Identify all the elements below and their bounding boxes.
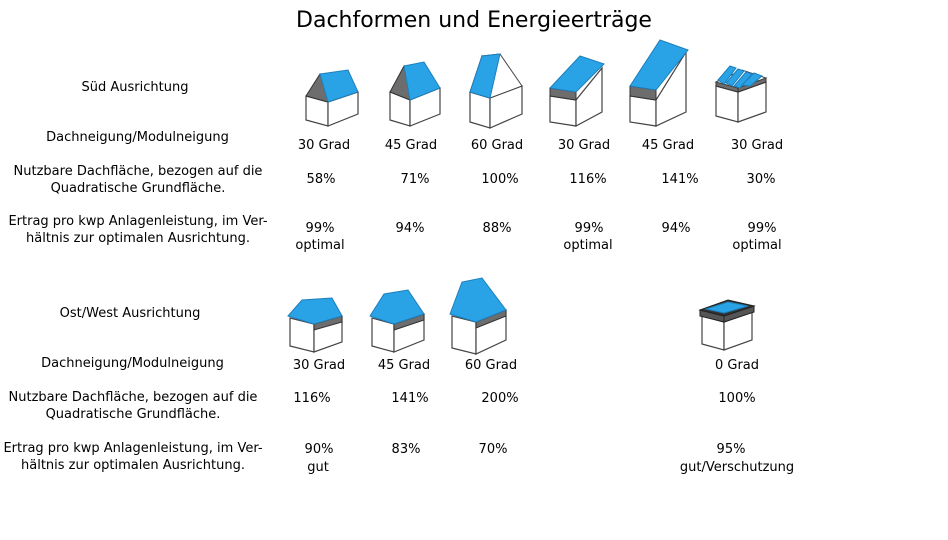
gable-roof-30-icon [287, 297, 343, 353]
shed-roof-45-icon [629, 39, 689, 127]
sud-ertrag-2: 94% [395, 221, 425, 236]
ostwest-label-ertrag-2: hältnis zur optimalen Ausrichtung. [21, 458, 245, 473]
ostwest-note-1: gut [307, 460, 329, 475]
gable-roof-45-icon [389, 61, 441, 127]
sud-label-ertrag-2: hältnis zur optimalen Ausrichtung. [26, 231, 250, 246]
sud-neigung-3: 60 Grad [470, 138, 524, 153]
sud-ertrag-6: 99% [747, 221, 777, 236]
shed-roof-30-icon [548, 55, 605, 128]
sud-flaeche-1: 58% [306, 172, 336, 187]
page-title: Dachformen und Energieerträge [296, 8, 652, 33]
ostwest-ertrag-3: 70% [478, 442, 508, 457]
ostwest-label-ertrag-1: Ertrag pro kwp Anlagenleistung, im Ver- [3, 441, 263, 456]
sud-neigung-5: 45 Grad [641, 138, 695, 153]
sud-note-4: optimal [563, 238, 613, 253]
ostwest-ertrag-4: 95% [716, 442, 746, 457]
ostwest-label-flaeche-1: Nutzbare Dachfläche, bezogen auf die [8, 390, 258, 405]
sud-neigung-2: 45 Grad [384, 138, 438, 153]
ostwest-neigung-4: 0 Grad [714, 358, 760, 373]
ostwest-ertrag-1: 90% [304, 442, 334, 457]
sud-neigung-1: 30 Grad [297, 138, 351, 153]
ostwest-neigung-3: 60 Grad [464, 358, 518, 373]
sud-flaeche-6: 30% [746, 172, 776, 187]
gable-roof-60-icon [469, 53, 523, 129]
gable-roof-30-icon [305, 69, 359, 127]
sud-ertrag-3: 88% [482, 221, 512, 236]
sud-neigung-6: 30 Grad [730, 138, 784, 153]
sud-ertrag-4: 99% [574, 221, 604, 236]
ostwest-heading: Ost/West Ausrichtung [59, 306, 201, 321]
sud-flaeche-5: 141% [661, 172, 699, 187]
ostwest-flaeche-4: 100% [718, 391, 756, 406]
sud-note-6: optimal [732, 238, 782, 253]
ostwest-flaeche-2: 141% [391, 391, 429, 406]
gable-roof-45-icon [369, 289, 425, 353]
sud-ertrag-5: 94% [661, 221, 691, 236]
sud-label-flaeche-1: Nutzbare Dachfläche, bezogen auf die [13, 164, 263, 179]
sud-label-flaeche-2: Quadratische Grundfläche. [50, 181, 226, 196]
sud-neigung-4: 30 Grad [557, 138, 611, 153]
ostwest-neigung-2: 45 Grad [377, 358, 431, 373]
gable-roof-60-icon [449, 277, 507, 355]
ostwest-ertrag-2: 83% [391, 442, 421, 457]
ostwest-neigung-1: 30 Grad [292, 358, 346, 373]
ostwest-flaeche-3: 200% [481, 391, 519, 406]
ostwest-flaeche-1: 116% [293, 391, 331, 406]
sud-flaeche-3: 100% [481, 172, 519, 187]
sud-label-neigung: Dachneigung/Modulneigung [46, 130, 229, 145]
sud-flaeche-2: 71% [400, 172, 430, 187]
ostwest-note-4: gut/Verschutzung [679, 460, 795, 475]
flat-roof-racks-icon [714, 65, 768, 123]
sud-ertrag-1: 99% [305, 221, 335, 236]
sud-note-1: optimal [295, 238, 345, 253]
sud-flaeche-4: 116% [569, 172, 607, 187]
ostwest-label-neigung: Dachneigung/Modulneigung [41, 356, 224, 371]
ostwest-label-flaeche-2: Quadratische Grundfläche. [45, 407, 221, 422]
flat-roof-0-icon [698, 299, 756, 351]
sud-label-ertrag-1: Ertrag pro kwp Anlagenleistung, im Ver- [8, 214, 268, 229]
sud-heading: Süd Ausrichtung [81, 80, 189, 95]
